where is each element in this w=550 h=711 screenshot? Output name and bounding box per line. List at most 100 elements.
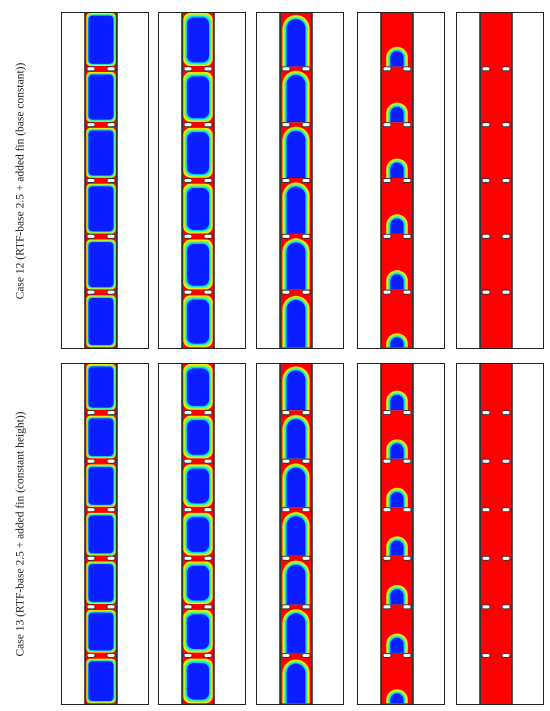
fin-right [203,458,213,464]
row-label-case-13: Case 13 (RTF-base 2.5 + added fin (const… [0,363,40,705]
channel [279,13,313,348]
snapshot-panel [256,12,344,349]
fin-left [183,66,193,72]
fin-right [402,555,412,561]
fin-left [382,652,392,658]
right-wall [213,13,215,348]
fin-right [106,555,116,561]
solid-pcm-dome [286,300,306,348]
solid-pcm-dome [390,637,404,653]
fin-left [382,604,392,610]
row-label-case-12: Case 12 (RTF-base 2.5 + added fin (base … [0,12,40,349]
fin-right [203,410,213,416]
fin-right [301,555,311,561]
solid-pcm-block [88,74,114,120]
right-wall [116,364,118,704]
solid-pcm-dome [390,693,404,704]
fin-left [86,289,96,295]
fin-left [481,66,491,72]
fin-left [382,289,392,295]
fin-left [281,410,291,416]
right-wall [116,13,118,348]
solid-pcm-block [186,565,210,601]
fin-right [402,66,412,72]
solid-pcm-block [88,466,114,505]
fin-left [86,410,96,416]
fin-right [501,507,511,513]
right-wall [511,13,513,348]
snapshot-panel [456,363,544,705]
solid-pcm-dome [286,19,306,67]
solid-pcm-block [186,368,210,407]
solid-pcm-block [88,564,114,602]
fin-left [382,410,392,416]
fin-right [301,458,311,464]
solid-pcm-block [88,186,114,232]
fin-left [481,410,491,416]
fin-right [501,178,511,183]
fin-right [106,66,116,72]
fin-right [106,604,116,610]
fin-right [106,652,116,658]
fin-right [203,555,213,561]
fin-left [481,289,491,295]
fin-right [301,289,311,295]
solid-pcm-block [88,298,114,345]
fin-left [183,178,193,183]
solid-pcm-dome [286,370,306,411]
fin-left [86,233,96,239]
snapshot-svg [256,12,344,349]
fin-left [183,652,193,658]
fin-left [86,458,96,464]
solid-pcm-dome [286,75,306,123]
fin-right [106,233,116,239]
fin-left [281,66,291,72]
fin-right [402,410,412,416]
fin-right [203,604,213,610]
fin-left [382,458,392,464]
solid-pcm-dome [390,491,404,508]
fin-left [281,555,291,561]
solid-pcm-dome [390,443,404,459]
fin-right [106,178,116,183]
snapshot-svg [357,12,445,349]
snapshot-svg [256,363,344,705]
fin-left [481,178,491,183]
fin-left [183,555,193,561]
fin-left [481,458,491,464]
fin-right [301,410,311,416]
fin-right [402,604,412,610]
left-wall [84,13,86,348]
solid-pcm-dome [286,467,306,508]
fin-right [203,233,213,239]
snapshot-panel [357,12,445,349]
channel [279,364,313,704]
fin-left [86,555,96,561]
solid-pcm-dome [390,589,404,605]
fin-left [481,555,491,561]
fin-right [501,604,511,610]
snapshot-svg [456,363,544,705]
solid-pcm-block [186,132,210,175]
fin-right [501,66,511,72]
fin-left [183,458,193,464]
fin-left [281,652,291,658]
row-label-case-13-text: Case 13 (RTF-base 2.5 + added fin (const… [14,411,26,657]
left-wall [380,364,382,704]
left-wall [181,13,183,348]
row-label-case-12-text: Case 12 (RTF-base 2.5 + added fin (base … [14,62,27,299]
solid-pcm-block [186,76,210,119]
solid-pcm-dome [286,613,306,653]
fin-right [501,410,511,416]
fin-left [481,233,491,239]
fin-right [402,122,412,128]
fin-right [402,178,412,183]
solid-pcm-dome [286,242,306,290]
snapshot-svg [357,363,445,705]
fin-left [183,122,193,128]
fin-right [301,507,311,513]
fin-left [281,289,291,295]
fin-left [481,604,491,610]
solid-pcm-block [186,17,210,63]
solid-pcm-block [88,15,114,64]
